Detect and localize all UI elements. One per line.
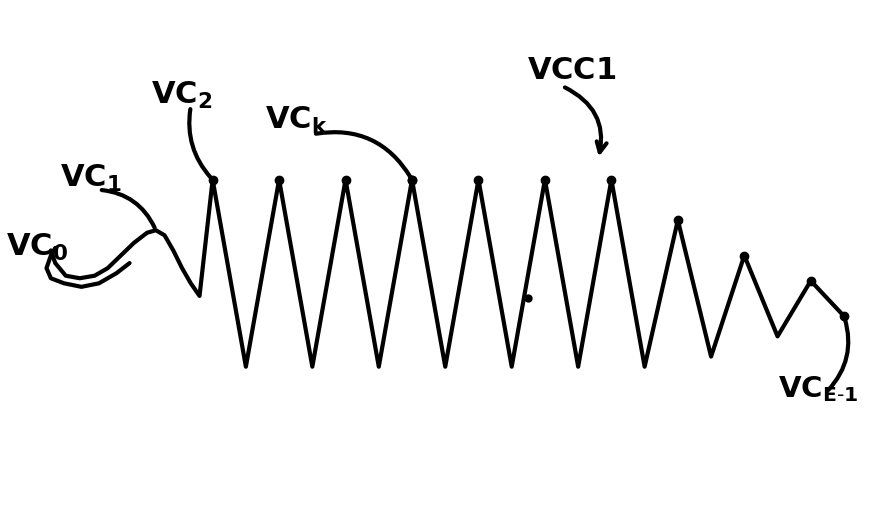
Text: $\mathbf{VC_1}$: $\mathbf{VC_1}$ bbox=[60, 164, 121, 194]
Text: $\mathbf{VC_{E\text{-}1}}$: $\mathbf{VC_{E\text{-}1}}$ bbox=[778, 374, 858, 404]
Text: $\mathbf{VC_0}$: $\mathbf{VC_0}$ bbox=[6, 231, 69, 263]
Text: $\mathbf{VCC1}$: $\mathbf{VCC1}$ bbox=[527, 55, 617, 86]
Text: $\mathbf{VC_k}$: $\mathbf{VC_k}$ bbox=[265, 105, 328, 136]
Text: $\mathbf{VC_2}$: $\mathbf{VC_2}$ bbox=[151, 80, 213, 111]
